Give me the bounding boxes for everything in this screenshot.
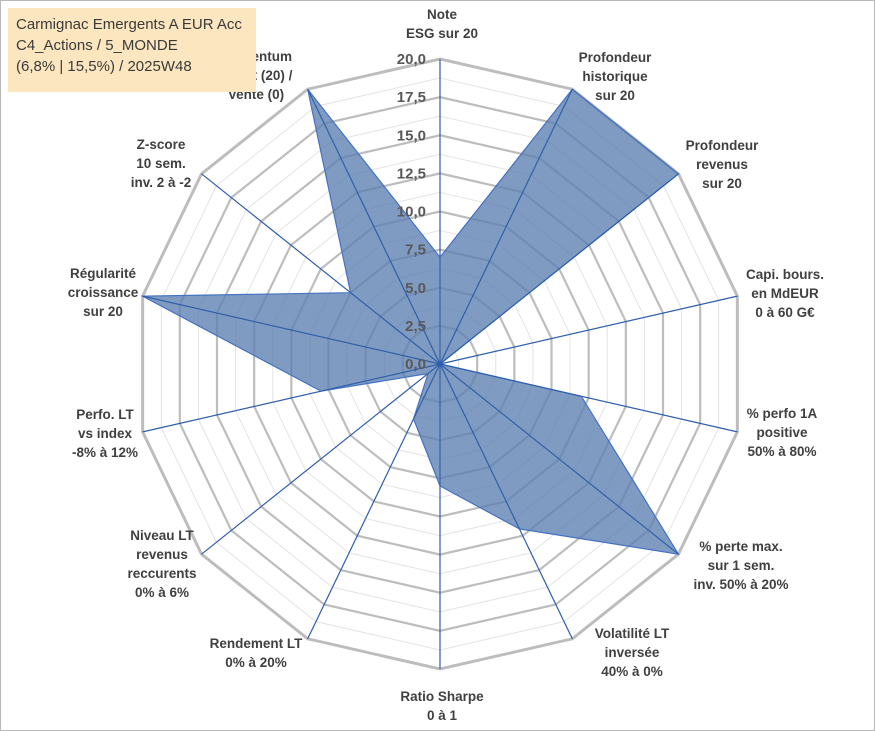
- axis-label: Note ESG sur 20: [406, 7, 478, 41]
- axis-spoke-overlay: [427, 363, 441, 374]
- axis-label-line: 10 sem.: [136, 156, 186, 171]
- tick-label: 12,5: [397, 165, 426, 182]
- tick-label: 2,5: [405, 318, 426, 335]
- axis-label: Profondeur revenus sur 20: [686, 138, 759, 191]
- radar-tick-labels: 0,0 2,5 5,0 7,5 10,0 12,5 15,0 17,5 20,0: [397, 51, 426, 373]
- axis-label-line: Z-score: [137, 137, 186, 152]
- tick-label: 5,0: [405, 280, 426, 297]
- radar-series: [140, 88, 680, 555]
- axis-label-line: Perfo. LT: [76, 407, 134, 422]
- axis-spoke-overlay: [413, 363, 441, 420]
- axis-label-line: en MdEUR: [751, 286, 819, 301]
- axis-spoke-overlay: [439, 363, 520, 530]
- axis-spoke-overlay: [142, 295, 441, 365]
- axis-label: Ratio Sharpe 0 à 1: [400, 689, 484, 723]
- axis-label-line: sur 1 sem.: [708, 558, 775, 573]
- axis-spoke: [201, 363, 441, 555]
- axis-label-line: Volatilité LT: [595, 626, 670, 641]
- tick-label: 10,0: [397, 204, 426, 221]
- axis-label: Régularité croissance sur 20: [68, 266, 139, 319]
- axis-label-line: % perte max.: [699, 539, 782, 554]
- fund-category: C4_Actions / 5_MONDE: [16, 37, 178, 54]
- axis-label-line: sur 20: [702, 176, 742, 191]
- tick-label: 17,5: [397, 89, 426, 106]
- axis-label-line: historique: [582, 69, 648, 84]
- axis-label-line: Profondeur: [579, 50, 652, 65]
- tick-label: 0,0: [405, 356, 426, 373]
- axis-label-line: reccurents: [127, 566, 196, 581]
- axis-label-line: 50% à 80%: [747, 444, 816, 459]
- radar-axis-labels: Note ESG sur 20 Profondeur historique sur 20…: [68, 7, 824, 723]
- axis-spoke-overlay: [439, 363, 582, 397]
- axis-label-line: Niveau LT: [130, 528, 194, 543]
- axis-label: Perfo. LT vs index -8% à 12%: [72, 407, 138, 460]
- fund-name: Carmignac Emergents A EUR Acc: [16, 16, 242, 33]
- axis-label-line: 0% à 6%: [135, 585, 189, 600]
- axis-spoke-overlay: [439, 363, 679, 555]
- axis-label-line: Profondeur: [686, 138, 759, 153]
- axis-label-line: Capi. bours.: [746, 267, 824, 282]
- fund-stats: (6,8% | 15,5%) / 2025W48: [16, 58, 192, 75]
- axis-label-line: positive: [756, 425, 808, 440]
- axis-spoke-overlay: [439, 173, 679, 365]
- axis-label-line: 0% à 20%: [225, 655, 287, 670]
- axis-label-line: sur 20: [83, 304, 123, 319]
- tick-label: 20,0: [397, 51, 426, 68]
- chart-title-box: Carmignac Emergents A EUR Acc C4_Actions…: [8, 8, 256, 92]
- axis-label-line: ESG sur 20: [406, 26, 478, 41]
- axis-label-line: Régularité: [70, 266, 137, 281]
- axis-spoke-overlay: [307, 88, 441, 365]
- axis-label: Z-score 10 sem. inv. 2 à -2: [131, 137, 192, 190]
- axis-label-line: sur 20: [595, 88, 635, 103]
- axis-label: Capi. bours. en MdEUR 0 à 60 G€: [746, 267, 824, 320]
- axis-label: Niveau LT revenus reccurents 0% à 6%: [127, 528, 196, 600]
- axis-label: Volatilité LT inversée 40% à 0%: [595, 626, 670, 679]
- axis-spoke-overlay: [320, 363, 441, 392]
- axis-label-line: revenus: [696, 157, 748, 172]
- axis-label: % perte max. sur 1 sem. inv. 50% à 20%: [693, 539, 788, 592]
- axis-label: % perfo 1A positive 50% à 80%: [747, 406, 818, 459]
- axis-label-line: -8% à 12%: [72, 445, 138, 460]
- axis-label-line: vs index: [78, 426, 133, 441]
- axis-label: Rendement LT 0% à 20%: [210, 636, 304, 670]
- tick-label: 15,0: [397, 127, 426, 144]
- axis-label-line: Rendement LT: [210, 636, 304, 651]
- axis-label-line: revenus: [136, 547, 188, 562]
- axis-label-line: inv. 2 à -2: [131, 175, 192, 190]
- axis-label-line: 40% à 0%: [601, 664, 663, 679]
- axis-label-line: croissance: [68, 285, 139, 300]
- axis-label-line: inversée: [605, 645, 660, 660]
- axis-label-line: inv. 50% à 20%: [693, 577, 788, 592]
- axis-label-line: 0 à 60 G€: [755, 305, 815, 320]
- tick-label: 7,5: [405, 242, 426, 259]
- axis-label-line: Ratio Sharpe: [400, 689, 484, 704]
- axis-label-line: % perfo 1A: [747, 406, 818, 421]
- axis-spoke-overlay: [350, 292, 441, 365]
- axis-label: Profondeur historique sur 20: [579, 50, 652, 103]
- axis-spoke: [439, 295, 738, 365]
- axis-label-line: 0 à 1: [427, 708, 458, 723]
- axis-label-line: Note: [427, 7, 457, 22]
- axis-spoke-overlay: [439, 88, 573, 365]
